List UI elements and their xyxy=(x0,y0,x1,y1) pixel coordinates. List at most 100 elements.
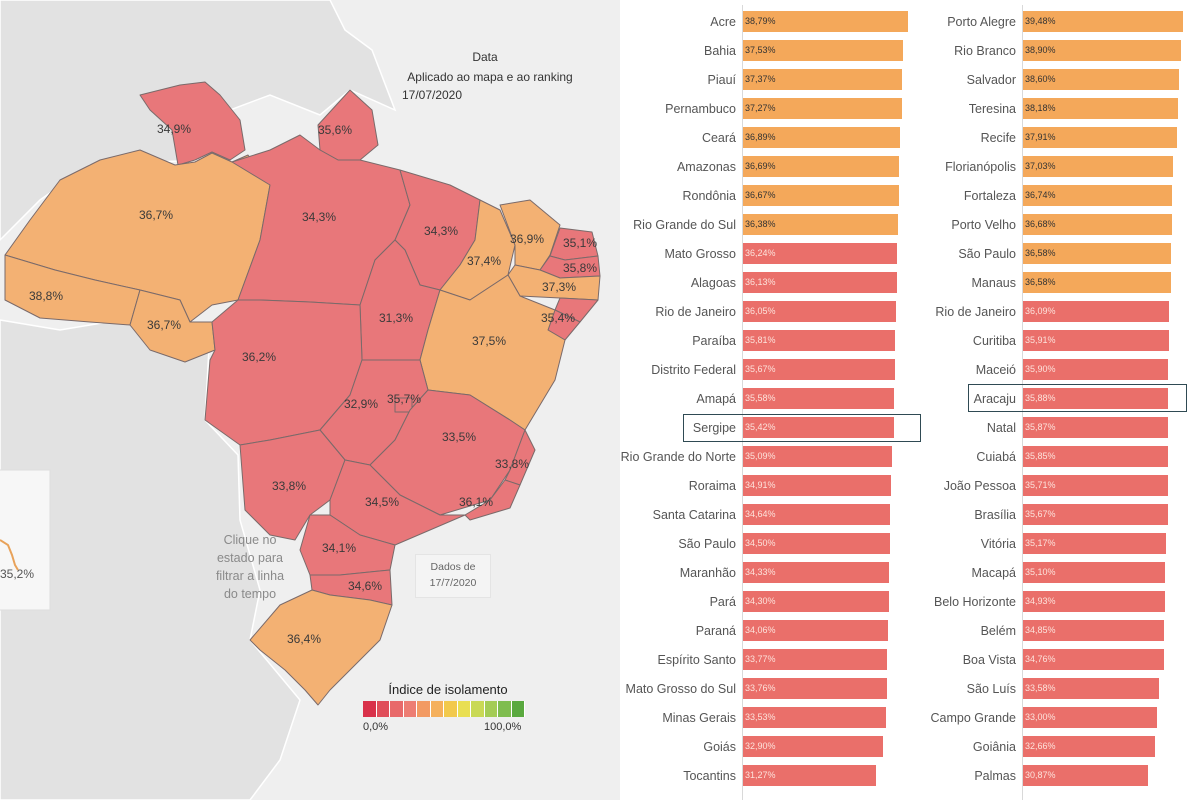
ranking-row[interactable]: São Luís 33,58% xyxy=(880,675,1180,704)
state-pernambuco[interactable] xyxy=(507,264,601,301)
ranking-row[interactable]: Cuiabá 35,85% xyxy=(880,443,1180,472)
ranking-row[interactable]: Roraima 34,91% xyxy=(600,472,900,501)
map-value-label[interactable]: 35,8% xyxy=(563,261,598,275)
ranking-row[interactable]: Mato Grosso do Sul 33,76% xyxy=(600,675,900,704)
ranking-row[interactable]: Rio Grande do Norte 35,09% xyxy=(600,443,900,472)
map-value-label[interactable]: 33,5% xyxy=(442,430,477,444)
ranking-bar-value: 38,18% xyxy=(1025,103,1056,113)
ranking-row[interactable]: Paraná 34,06% xyxy=(600,617,900,646)
ranking-row[interactable]: Rio Branco 38,90% xyxy=(880,37,1181,66)
ranking-row[interactable]: Rio de Janeiro 36,09% xyxy=(880,298,1180,327)
axis-line xyxy=(742,5,743,800)
ranking-row[interactable]: São Paulo 36,58% xyxy=(880,240,1180,269)
map-value-label[interactable]: 36,1% xyxy=(459,495,494,509)
ranking-row[interactable]: Rio de Janeiro 36,05% xyxy=(600,298,900,327)
ranking-row[interactable]: Maceió 35,90% xyxy=(880,356,1180,385)
ranking-row[interactable]: Boa Vista 34,76% xyxy=(880,646,1180,675)
ranking-row[interactable]: Mato Grosso 36,24% xyxy=(600,240,900,269)
ranking-row[interactable]: Macapá 35,10% xyxy=(880,559,1180,588)
ranking-row[interactable]: Florianópolis 37,03% xyxy=(880,153,1180,182)
map-value-label[interactable]: 38,8% xyxy=(29,289,64,303)
ranking-row[interactable]: Alagoas 36,13% xyxy=(600,269,900,298)
ranking-row[interactable]: Brasília 35,67% xyxy=(880,501,1180,530)
ranking-bar xyxy=(1023,417,1168,438)
state-minas-gerais[interactable] xyxy=(369,389,526,516)
map-value-label[interactable]: 35,6% xyxy=(318,123,353,137)
map-hint: Clique no estado para filtrar a linha do… xyxy=(206,531,294,603)
map-value-label[interactable]: 37,5% xyxy=(472,334,507,348)
ranking-row[interactable]: Palmas 30,87% xyxy=(880,762,1180,791)
ranking-row[interactable]: Amapá 35,58% xyxy=(600,385,900,414)
ranking-row-name: João Pessoa xyxy=(943,479,1016,493)
map-value-label[interactable]: 36,7% xyxy=(139,208,174,222)
map-value-label[interactable]: 37,4% xyxy=(467,254,502,268)
ranking-row[interactable]: Pará 34,30% xyxy=(600,588,900,617)
ranking-row[interactable]: Piauí 37,37% xyxy=(600,66,902,95)
ranking-row[interactable]: Recife 37,91% xyxy=(880,124,1180,153)
map-value-label[interactable]: 32,9% xyxy=(344,397,379,411)
ranking-row[interactable]: Acre 38,79% xyxy=(600,8,908,37)
map-value-label[interactable]: 33,8% xyxy=(495,457,530,471)
ranking-row[interactable]: Santa Catarina 34,64% xyxy=(600,501,900,530)
map-value-label[interactable]: 36,2% xyxy=(242,350,277,364)
ranking-row[interactable]: Teresina 38,18% xyxy=(880,95,1180,124)
map-value-label[interactable]: 36,9% xyxy=(510,232,545,246)
ranking-row[interactable]: Ceará 36,89% xyxy=(600,124,900,153)
ranking-row[interactable]: Amazonas 36,69% xyxy=(600,153,900,182)
map-value-label[interactable]: 34,9% xyxy=(157,122,192,136)
ranking-row[interactable]: Sergipe 35,42% xyxy=(600,414,900,443)
ranking-row[interactable]: Goiânia 32,66% xyxy=(880,733,1180,762)
ranking-row[interactable]: São Paulo 34,50% xyxy=(600,530,900,559)
ranking-bar xyxy=(743,185,899,206)
ranking-row[interactable]: Salvador 38,60% xyxy=(880,66,1180,95)
map-value-label[interactable]: 34,6% xyxy=(348,579,383,593)
ranking-row[interactable]: Pernambuco 37,27% xyxy=(600,95,902,124)
map-value-label[interactable]: 33,8% xyxy=(272,479,307,493)
ranking-row[interactable]: Porto Alegre 39,48% xyxy=(880,8,1183,37)
map-value-label[interactable]: 35,1% xyxy=(563,236,598,250)
state-rio-grande-do-sul[interactable] xyxy=(249,589,393,706)
ranking-row[interactable]: Belo Horizonte 34,93% xyxy=(880,588,1180,617)
ranking-row[interactable]: Tocantins 31,27% xyxy=(600,762,900,791)
map-value-label[interactable]: 35,4% xyxy=(541,311,576,325)
state-mato-grosso-do-sul[interactable] xyxy=(239,429,346,541)
map-value-label[interactable]: 34,1% xyxy=(322,541,357,555)
ranking-row[interactable]: Natal 35,87% xyxy=(880,414,1180,443)
ranking-row[interactable]: Rondônia 36,67% xyxy=(600,182,900,211)
ranking-row-name: Rio de Janeiro xyxy=(935,305,1016,319)
ranking-row[interactable]: Rio Grande do Sul 36,38% xyxy=(600,211,900,240)
state-sao-paulo[interactable] xyxy=(329,459,466,546)
ranking-row[interactable]: Belém 34,85% xyxy=(880,617,1180,646)
ranking-row[interactable]: Bahia 37,53% xyxy=(600,37,903,66)
ranking-row[interactable]: Curitiba 35,91% xyxy=(880,327,1180,356)
map-value-label[interactable]: 36,4% xyxy=(287,632,322,646)
ranking-row[interactable]: Vitória 35,17% xyxy=(880,530,1180,559)
ranking-bar-value: 35,17% xyxy=(1025,538,1056,548)
ranking-row[interactable]: João Pessoa 35,71% xyxy=(880,472,1180,501)
map-value-label[interactable]: 35,7% xyxy=(387,392,422,406)
map-value-label[interactable]: 37,3% xyxy=(542,280,577,294)
map-value-label[interactable]: 34,3% xyxy=(424,224,459,238)
map-value-label[interactable]: 36,7% xyxy=(147,318,182,332)
state-roraima[interactable] xyxy=(139,81,246,166)
ranking-row[interactable]: Campo Grande 33,00% xyxy=(880,704,1180,733)
ranking-row[interactable]: Aracaju 35,88% xyxy=(880,385,1180,414)
ranking-row[interactable]: Paraíba 35,81% xyxy=(600,327,900,356)
ranking-row[interactable]: Minas Gerais 33,53% xyxy=(600,704,900,733)
map-value-label[interactable]: 31,3% xyxy=(379,311,414,325)
ranking-row[interactable]: Fortaleza 36,74% xyxy=(880,182,1180,211)
ranking-row[interactable]: Espírito Santo 33,77% xyxy=(600,646,900,675)
ranking-row-name: Palmas xyxy=(974,769,1016,783)
ranking-row[interactable]: Porto Velho 36,68% xyxy=(880,211,1180,240)
ranking-row[interactable]: Maranhão 34,33% xyxy=(600,559,900,588)
ranking-bar xyxy=(743,69,902,90)
brazil-map[interactable] xyxy=(0,0,620,800)
map-value-label[interactable]: 34,5% xyxy=(365,495,400,509)
ranking-row[interactable]: Manaus 36,58% xyxy=(880,269,1180,298)
date-value[interactable]: 17/07/2020 xyxy=(401,88,463,102)
ranking-row[interactable]: Goiás 32,90% xyxy=(600,733,900,762)
ranking-row[interactable]: Distrito Federal 35,67% xyxy=(600,356,900,385)
ranking-bar xyxy=(1023,243,1171,264)
map-value-label[interactable]: 34,3% xyxy=(302,210,337,224)
ranking-bar xyxy=(1023,765,1148,786)
